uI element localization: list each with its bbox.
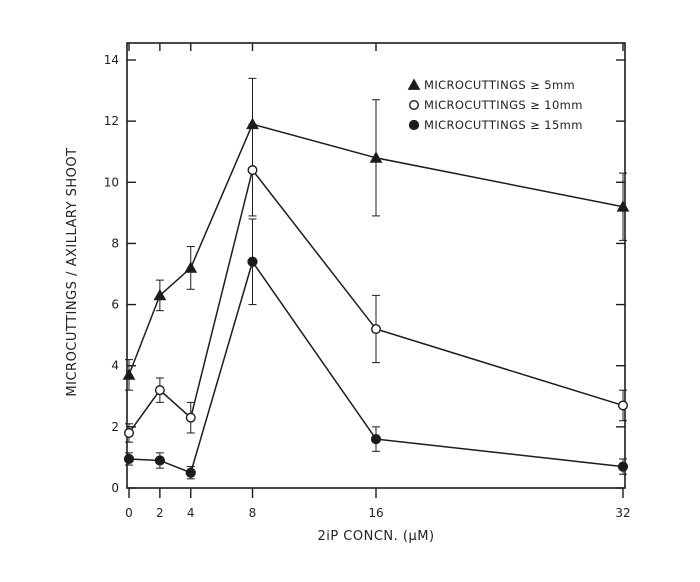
y-tick-label: 0 [111, 481, 119, 495]
data-point [123, 427, 134, 438]
data-point [153, 288, 167, 301]
legend-item-3: MICROCUTTINGS ≥ 15mm [408, 118, 583, 132]
data-point [370, 433, 382, 445]
legend-item-2: MICROCUTTINGS ≥ 10mm [409, 98, 583, 112]
x-tick-label: 8 [249, 506, 257, 520]
data-point [617, 461, 629, 472]
series-line [128, 168, 624, 434]
series-line [128, 260, 624, 474]
y-axis-label: MICROCUTTINGS / AXILLARY SHOOT [65, 147, 80, 396]
y-tick-label: 4 [111, 359, 119, 373]
y-tick-label: 6 [111, 298, 119, 312]
data-point [618, 400, 629, 411]
data-point [123, 453, 135, 465]
data-point [247, 256, 258, 267]
legend-marker [408, 119, 420, 131]
legend-label: MICROCUTTINGS ≥ 10mm [424, 98, 583, 112]
y-tick-label: 12 [104, 114, 119, 128]
y-tick-label: 14 [104, 53, 119, 67]
data-point [154, 385, 165, 396]
data-point [185, 412, 196, 423]
legend-label: MICROCUTTINGS ≥ 5mm [424, 78, 575, 92]
legend-marker [409, 99, 420, 110]
x-tick-label: 0 [125, 506, 133, 520]
data-point [369, 151, 383, 163]
data-point [247, 165, 258, 176]
data-point [154, 455, 165, 466]
series-2 [123, 123, 629, 443]
legend-marker [407, 78, 421, 90]
data-point [185, 467, 196, 478]
series-3 [123, 218, 629, 480]
legend-item-1: MICROCUTTINGS ≥ 5mm [407, 78, 575, 92]
legend-label: MICROCUTTINGS ≥ 15mm [424, 118, 583, 132]
y-axis: 0 2 4 6 8 10 12 14 [104, 53, 625, 495]
x-axis: 0 2 4 8 16 32 [125, 43, 631, 520]
x-tick-label: 4 [187, 506, 195, 520]
legend: MICROCUTTINGS ≥ 5mm MICROCUTTINGS ≥ 10mm M… [407, 78, 583, 132]
data-point [616, 200, 630, 212]
data-point [184, 261, 198, 273]
data-point [371, 324, 382, 335]
series-line [128, 123, 624, 376]
y-tick-label: 2 [111, 420, 119, 434]
series-layer [122, 77, 630, 480]
y-tick-label: 10 [104, 175, 119, 189]
x-tick-label: 16 [368, 506, 383, 520]
x-tick-label: 32 [615, 506, 630, 520]
y-tick-label: 8 [111, 236, 119, 250]
data-point [122, 368, 136, 380]
x-tick-label: 2 [156, 506, 164, 520]
x-axis-label: 2iP CONCN. (μM) [317, 529, 434, 544]
